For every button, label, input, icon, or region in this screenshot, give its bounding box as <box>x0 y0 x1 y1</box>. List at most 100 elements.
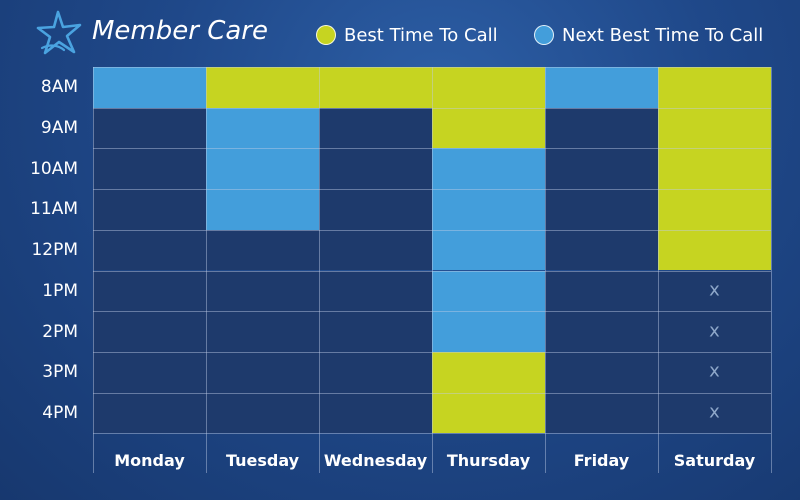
gridline-horizontal <box>93 393 771 394</box>
cell-saturday-3pm: x <box>658 351 771 393</box>
cell-thursday-3pm <box>432 351 545 393</box>
cell-thursday-10am <box>432 148 545 190</box>
cell-monday-1pm <box>93 270 206 312</box>
gridline-vertical <box>432 67 433 474</box>
cell-friday-9am <box>545 107 658 149</box>
cell-saturday-8am <box>658 67 771 108</box>
header: Member Care Best Time To Call Next Best … <box>0 0 800 66</box>
cell-friday-8am <box>545 67 658 108</box>
cell-tuesday-8am <box>206 67 319 108</box>
cell-thursday-8am <box>432 67 545 108</box>
gridline-vertical <box>658 67 659 474</box>
legend-best-label: Best Time To Call <box>344 24 498 46</box>
cell-monday-12pm <box>93 229 206 271</box>
gridline-horizontal <box>93 148 771 149</box>
gridline-vertical <box>206 67 207 474</box>
cell-friday-11am <box>545 189 658 230</box>
cell-wednesday-12pm <box>319 229 432 271</box>
cell-saturday-4pm: x <box>658 392 771 434</box>
column-label-friday: Friday <box>573 451 630 470</box>
closed-mark: x <box>709 279 720 301</box>
row-label-2pm: 2PM <box>42 321 78 342</box>
cell-monday-2pm <box>93 311 206 352</box>
cell-thursday-9am <box>432 107 545 149</box>
gridline-vertical <box>319 67 320 474</box>
cell-tuesday-1pm <box>206 270 319 312</box>
cell-saturday-1pm: x <box>658 270 771 312</box>
legend-best: Best Time To Call <box>316 20 498 50</box>
row-label-3pm: 3PM <box>42 362 78 383</box>
cell-monday-10am <box>93 148 206 190</box>
row-label-11am: 11AM <box>30 199 78 220</box>
cell-monday-3pm <box>93 351 206 393</box>
gridline-horizontal <box>93 230 771 231</box>
cell-monday-11am <box>93 189 206 230</box>
legend-next: Next Best Time To Call <box>534 20 763 50</box>
cell-monday-9am <box>93 107 206 149</box>
row-label-10am: 10AM <box>30 158 78 179</box>
cell-friday-1pm <box>545 270 658 312</box>
row-label-12pm: 12PM <box>31 240 78 261</box>
cell-wednesday-11am <box>319 189 432 230</box>
cell-wednesday-1pm <box>319 270 432 312</box>
cell-saturday-9am <box>658 107 771 149</box>
column-label-tuesday: Tuesday <box>225 451 300 470</box>
row-label-1pm: 1PM <box>42 280 78 301</box>
cell-friday-4pm <box>545 392 658 434</box>
row-label-4pm: 4PM <box>42 402 78 423</box>
column-label-wednesday: Wednesday <box>323 451 428 470</box>
cell-wednesday-9am <box>319 107 432 149</box>
cell-friday-12pm <box>545 229 658 271</box>
column-label-thursday: Thursday <box>446 451 531 470</box>
legend-next-swatch <box>534 25 554 45</box>
closed-mark: x <box>709 320 720 342</box>
cell-tuesday-3pm <box>206 351 319 393</box>
cell-saturday-12pm <box>658 229 771 271</box>
cell-thursday-11am <box>432 189 545 230</box>
cell-wednesday-8am <box>319 67 432 108</box>
gridline-horizontal <box>93 67 771 68</box>
cell-tuesday-9am <box>206 107 319 149</box>
gridline-vertical <box>93 67 94 474</box>
row-label-8am: 8AM <box>40 77 78 98</box>
gridline-horizontal <box>93 311 771 312</box>
cell-wednesday-3pm <box>319 351 432 393</box>
cell-saturday-11am <box>658 189 771 230</box>
row-label-9am: 9AM <box>40 118 78 139</box>
cell-friday-10am <box>545 148 658 190</box>
cell-tuesday-2pm <box>206 311 319 352</box>
legend-best-swatch <box>316 25 336 45</box>
cell-wednesday-2pm <box>319 311 432 352</box>
legend-next-label: Next Best Time To Call <box>562 24 764 46</box>
cell-thursday-12pm <box>432 229 545 271</box>
cell-tuesday-4pm <box>206 392 319 434</box>
cell-tuesday-12pm <box>206 229 319 271</box>
closed-mark: x <box>709 360 720 382</box>
gridline-horizontal <box>93 352 771 353</box>
closed-mark: x <box>709 401 720 423</box>
cell-thursday-1pm <box>432 270 545 312</box>
gridline-horizontal <box>93 433 771 434</box>
cell-friday-2pm <box>545 311 658 352</box>
column-label-saturday: Saturday <box>673 451 756 470</box>
column-label-monday: Monday <box>114 451 185 470</box>
gridline-horizontal <box>93 108 771 109</box>
gridline-vertical <box>771 67 772 474</box>
cell-saturday-10am <box>658 148 771 190</box>
cell-tuesday-10am <box>206 148 319 190</box>
gridline-vertical <box>545 67 546 474</box>
cell-tuesday-11am <box>206 189 319 230</box>
cell-monday-8am <box>93 67 206 108</box>
brand-title: Member Care <box>92 16 268 46</box>
cell-saturday-2pm: x <box>658 311 771 352</box>
gridline-horizontal <box>93 189 771 190</box>
cell-wednesday-10am <box>319 148 432 190</box>
cell-monday-4pm <box>93 392 206 434</box>
cell-wednesday-4pm <box>319 392 432 434</box>
star-swoosh-icon <box>36 10 82 55</box>
cell-thursday-4pm <box>432 392 545 434</box>
gridline-horizontal <box>93 271 771 272</box>
cell-thursday-2pm <box>432 311 545 352</box>
cell-friday-3pm <box>545 351 658 393</box>
